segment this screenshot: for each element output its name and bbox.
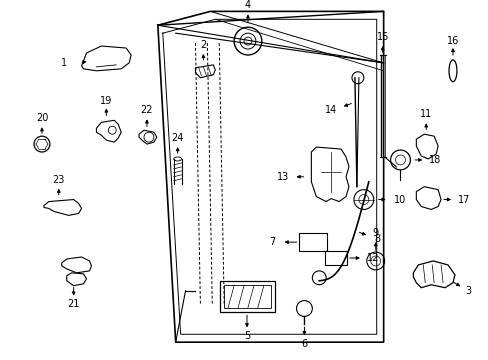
Text: 2: 2 <box>200 40 206 50</box>
Text: 16: 16 <box>446 36 458 46</box>
Text: 18: 18 <box>428 155 441 165</box>
Text: 21: 21 <box>67 298 80 309</box>
Text: 8: 8 <box>374 234 380 244</box>
Text: 23: 23 <box>53 175 65 185</box>
Text: 1: 1 <box>61 58 66 68</box>
Text: 22: 22 <box>141 105 153 116</box>
Text: 11: 11 <box>419 109 431 120</box>
Bar <box>220 281 274 312</box>
Bar <box>299 233 326 251</box>
Text: 24: 24 <box>171 133 183 143</box>
Text: 5: 5 <box>244 331 249 341</box>
Text: 10: 10 <box>393 194 405 204</box>
Text: 6: 6 <box>301 339 307 349</box>
Text: 17: 17 <box>457 194 469 204</box>
Bar <box>325 251 346 265</box>
Text: 20: 20 <box>36 113 48 123</box>
Text: 9: 9 <box>372 228 378 238</box>
Bar <box>224 285 270 309</box>
Text: 7: 7 <box>269 237 275 247</box>
Text: 3: 3 <box>464 286 470 296</box>
Text: 12: 12 <box>366 253 378 263</box>
Text: 13: 13 <box>277 172 289 182</box>
Text: 19: 19 <box>100 95 112 105</box>
Text: 14: 14 <box>324 105 336 116</box>
Text: 4: 4 <box>244 0 250 10</box>
Text: 15: 15 <box>376 32 388 42</box>
